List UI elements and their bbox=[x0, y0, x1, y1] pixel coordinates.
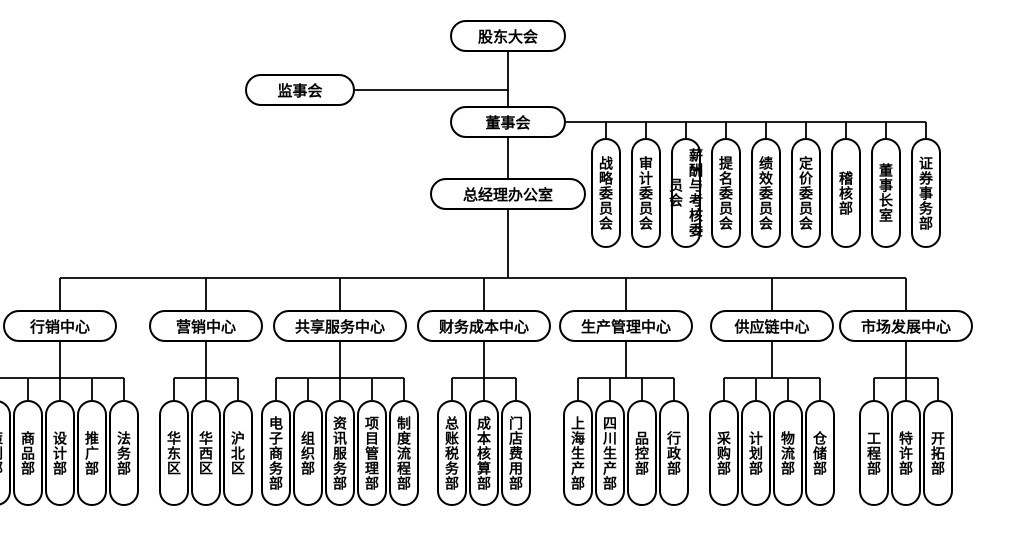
node-center-3: 财务成本中心 bbox=[417, 310, 551, 342]
node-dept-5-0: 采购部 bbox=[709, 400, 739, 506]
node-dept-2-3: 项目管理部 bbox=[357, 400, 387, 506]
node-dept-0-4: 法务部 bbox=[109, 400, 139, 506]
node-committee-0: 战略委员会 bbox=[591, 138, 621, 248]
node-dept-5-3: 仓储部 bbox=[805, 400, 835, 506]
node-center-6: 市场发展中心 bbox=[839, 310, 973, 342]
node-dept-0-0: 策划部 bbox=[0, 400, 11, 506]
node-dept-2-0: 电子商务部 bbox=[261, 400, 291, 506]
node-dept-3-1: 成本核算部 bbox=[469, 400, 499, 506]
node-dept-3-2: 门店费用部 bbox=[501, 400, 531, 506]
node-dept-4-2: 品控部 bbox=[627, 400, 657, 506]
node-dept-6-0: 工程部 bbox=[859, 400, 889, 506]
node-shareholders: 股东大会 bbox=[450, 20, 566, 52]
node-committee-8: 证券事务部 bbox=[911, 138, 941, 248]
node-dept-1-2: 沪北区 bbox=[223, 400, 253, 506]
node-dept-0-2: 设计部 bbox=[45, 400, 75, 506]
node-dept-3-0: 总账税务部 bbox=[437, 400, 467, 506]
node-gm-office: 总经理办公室 bbox=[430, 178, 586, 210]
node-dept-6-1: 特许部 bbox=[891, 400, 921, 506]
node-supervisory: 监事会 bbox=[245, 74, 355, 106]
node-center-0: 行销中心 bbox=[3, 310, 117, 342]
node-dept-1-1: 华西区 bbox=[191, 400, 221, 506]
node-committee-1: 审计委员会 bbox=[631, 138, 661, 248]
node-dept-2-4: 制度流程部 bbox=[389, 400, 419, 506]
node-committee-2: 薪酬与考核委员会 bbox=[671, 138, 701, 248]
node-dept-4-0: 上海生产部 bbox=[563, 400, 593, 506]
node-dept-1-0: 华东区 bbox=[159, 400, 189, 506]
node-dept-4-3: 行政部 bbox=[659, 400, 689, 506]
node-center-1: 营销中心 bbox=[149, 310, 263, 342]
node-dept-0-1: 商品部 bbox=[13, 400, 43, 506]
node-board: 董事会 bbox=[450, 106, 566, 138]
node-dept-2-1: 组织部 bbox=[293, 400, 323, 506]
node-committee-5: 定价委员会 bbox=[791, 138, 821, 248]
node-center-5: 供应链中心 bbox=[710, 310, 834, 342]
node-dept-5-2: 物流部 bbox=[773, 400, 803, 506]
node-committee-6: 稽核部 bbox=[831, 138, 861, 248]
node-dept-4-1: 四川生产部 bbox=[595, 400, 625, 506]
node-dept-6-2: 开拓部 bbox=[923, 400, 953, 506]
node-committee-3: 提名委员会 bbox=[711, 138, 741, 248]
node-committee-7: 董事长室 bbox=[871, 138, 901, 248]
node-dept-0-3: 推广部 bbox=[77, 400, 107, 506]
node-center-2: 共享服务中心 bbox=[273, 310, 407, 342]
node-dept-5-1: 计划部 bbox=[741, 400, 771, 506]
node-center-4: 生产管理中心 bbox=[559, 310, 693, 342]
node-dept-2-2: 资讯服务部 bbox=[325, 400, 355, 506]
node-committee-4: 绩效委员会 bbox=[751, 138, 781, 248]
